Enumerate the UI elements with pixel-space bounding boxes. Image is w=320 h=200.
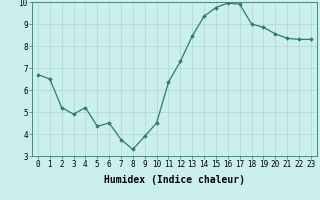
X-axis label: Humidex (Indice chaleur): Humidex (Indice chaleur) <box>104 175 245 185</box>
